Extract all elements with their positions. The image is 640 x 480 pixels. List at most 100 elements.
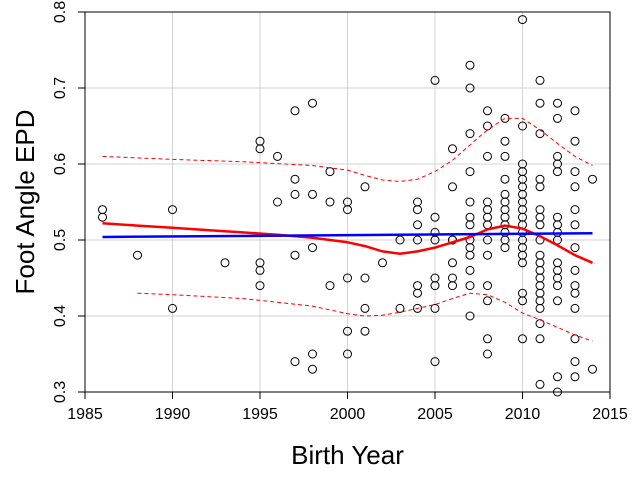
y-tick-label: 0.8 [52, 1, 69, 23]
x-tick-label: 2005 [417, 406, 453, 423]
data-point [535, 250, 545, 260]
x-tick-label: 1990 [155, 406, 191, 423]
data-point [535, 258, 545, 268]
data-point [308, 243, 317, 253]
data-point [360, 273, 370, 283]
x-tick-label: 2010 [505, 406, 541, 423]
data-point [588, 174, 597, 184]
data-point [500, 205, 510, 215]
data-point [360, 303, 370, 313]
data-point [553, 296, 562, 306]
data-point [518, 121, 527, 131]
smooth-line [102, 222, 593, 264]
data-point [570, 303, 580, 313]
data-point [290, 250, 300, 260]
data-point [290, 357, 300, 367]
data-point [448, 281, 457, 291]
data-point [483, 250, 492, 260]
data-point [553, 151, 562, 161]
x-tick-label: 2000 [330, 406, 366, 423]
y-axis: 0.3 0.4 0.5 0.6 0.7 0.8 [52, 1, 85, 403]
fit-lines [102, 117, 593, 342]
data-point [500, 189, 510, 199]
data-point [220, 258, 230, 268]
data-point [570, 372, 580, 382]
data-point [290, 189, 300, 199]
data-point [570, 281, 580, 291]
data-point [518, 334, 527, 344]
data-point [413, 205, 422, 215]
data-point [360, 182, 370, 192]
data-point [500, 151, 510, 161]
data-point [395, 235, 405, 245]
data-point [448, 258, 457, 268]
data-point [535, 281, 545, 291]
data-point [483, 106, 492, 116]
data-point [430, 235, 440, 245]
y-tick-label: 0.7 [52, 77, 69, 99]
data-point [413, 235, 422, 245]
data-point [553, 258, 562, 268]
data-point [465, 167, 475, 177]
data-point [570, 205, 580, 215]
data-point [553, 387, 562, 397]
data-point [483, 281, 492, 291]
data-point [133, 250, 142, 260]
data-point [430, 281, 440, 291]
data-point [465, 83, 475, 93]
data-point [535, 98, 545, 108]
data-point [325, 197, 335, 207]
data-point [308, 349, 317, 359]
data-point [535, 379, 545, 389]
data-point [483, 235, 492, 245]
data-point [535, 296, 545, 306]
data-point [518, 258, 527, 268]
data-point [535, 288, 545, 298]
x-tick-label: 2015 [592, 406, 628, 423]
data-point [483, 151, 492, 161]
data-point [413, 303, 422, 313]
data-point [430, 357, 440, 367]
data-point [448, 144, 457, 154]
data-point [360, 326, 370, 336]
data-point [413, 197, 422, 207]
data-point [535, 273, 545, 283]
data-point [430, 303, 440, 313]
data-point [378, 258, 387, 268]
x-axis-title: Birth Year [291, 440, 404, 470]
data-point [430, 75, 440, 85]
data-point [535, 212, 545, 222]
data-point [570, 167, 580, 177]
x-tick-label: 1985 [67, 406, 103, 423]
data-point [465, 212, 475, 222]
data-point [570, 334, 580, 344]
data-point [500, 174, 510, 184]
data-point [553, 281, 562, 291]
data-point [570, 288, 580, 298]
data-point [570, 265, 580, 275]
y-axis-title: Foot Angle EPD [10, 110, 40, 295]
data-point [430, 212, 440, 222]
data-point [465, 281, 475, 291]
data-point [500, 212, 510, 222]
data-point [553, 220, 562, 230]
data-point [290, 174, 300, 184]
data-point [553, 265, 562, 275]
data-point [535, 303, 545, 313]
data-point [395, 303, 405, 313]
data-point [483, 121, 492, 131]
data-point [98, 212, 107, 222]
data-point [500, 197, 510, 207]
data-point [98, 205, 107, 215]
data-point [483, 197, 492, 207]
data-point [308, 189, 317, 199]
data-point [465, 250, 475, 260]
lower-band-line [137, 292, 593, 342]
data-point [325, 167, 335, 177]
data-point [500, 243, 510, 253]
data-point [465, 129, 475, 139]
data-point [168, 205, 177, 215]
data-point [535, 182, 545, 192]
data-point [483, 296, 492, 306]
